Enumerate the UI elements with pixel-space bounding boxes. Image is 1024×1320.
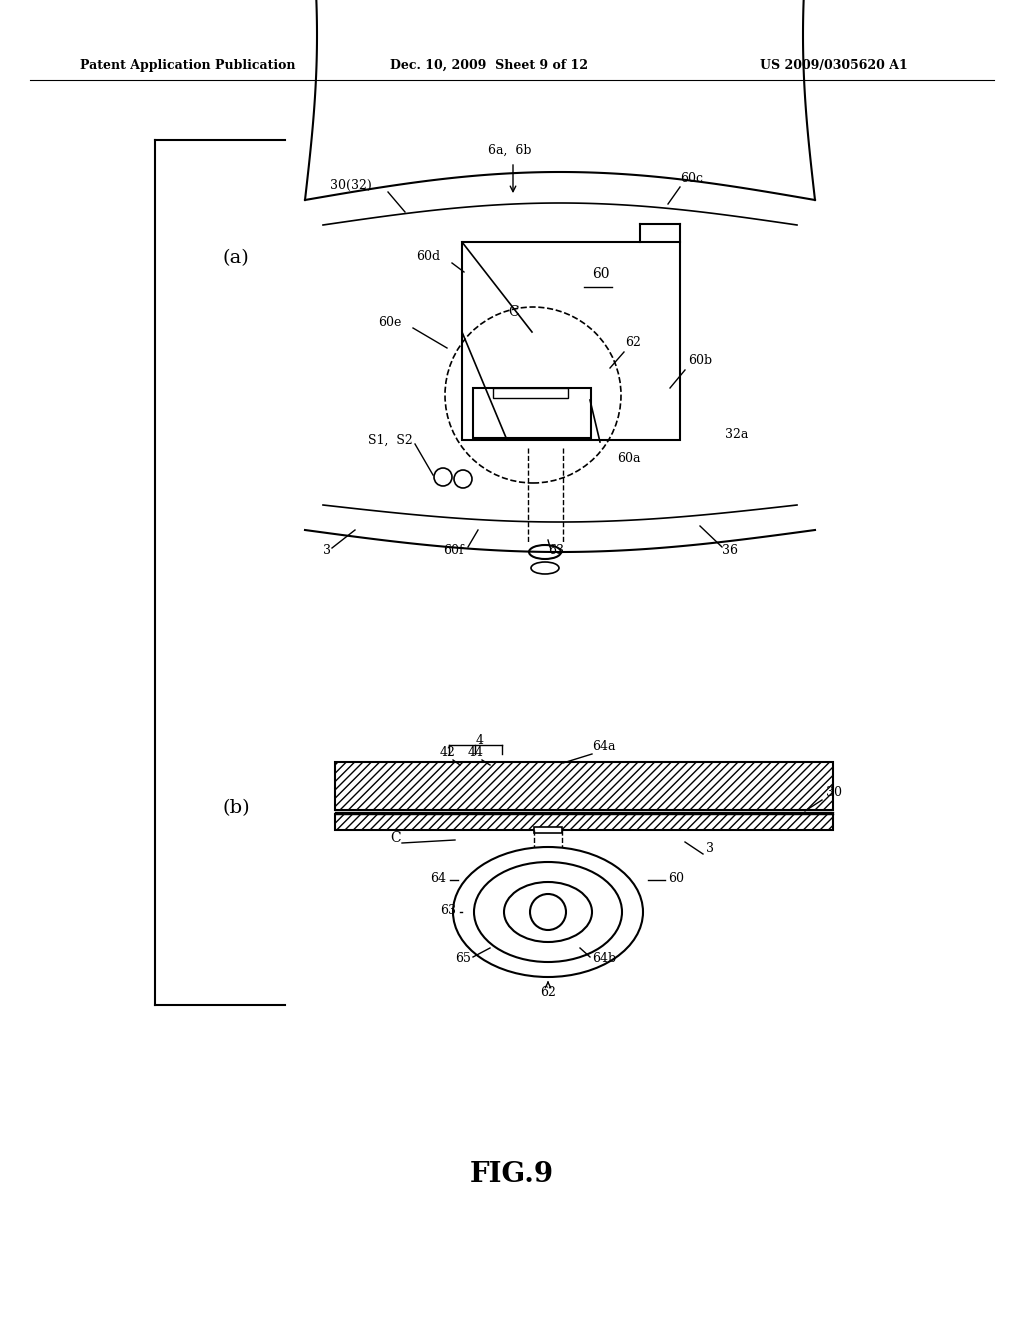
Text: 60b: 60b (688, 354, 712, 367)
Text: 60c: 60c (680, 172, 703, 185)
Text: FIG.9: FIG.9 (470, 1162, 554, 1188)
Text: 30(32): 30(32) (330, 178, 372, 191)
Text: 63: 63 (440, 903, 456, 916)
Circle shape (454, 470, 472, 488)
Circle shape (530, 894, 566, 931)
Bar (335, 762, 833, 810)
Ellipse shape (453, 847, 643, 977)
Text: 60: 60 (668, 871, 684, 884)
Text: C: C (508, 305, 518, 319)
Text: 44: 44 (468, 747, 484, 759)
Text: 60f: 60f (443, 544, 464, 557)
Text: 3: 3 (323, 544, 331, 557)
Bar (335, 814, 833, 830)
Text: 63: 63 (548, 544, 564, 557)
Text: (b): (b) (222, 799, 250, 817)
Text: Patent Application Publication: Patent Application Publication (80, 58, 296, 71)
Text: Dec. 10, 2009  Sheet 9 of 12: Dec. 10, 2009 Sheet 9 of 12 (390, 58, 588, 71)
Ellipse shape (474, 862, 622, 962)
Text: 60d: 60d (416, 249, 440, 263)
Text: 62: 62 (625, 337, 641, 350)
Text: 30: 30 (826, 787, 842, 800)
Text: 60e: 60e (378, 315, 401, 329)
Text: C: C (390, 832, 400, 845)
Bar (493, 388, 568, 399)
Text: 4: 4 (476, 734, 484, 747)
Text: 6a,  6b: 6a, 6b (488, 144, 531, 157)
Circle shape (434, 469, 452, 486)
Text: 64b: 64b (592, 952, 616, 965)
Bar (462, 242, 680, 440)
Text: 60a: 60a (617, 451, 640, 465)
Bar (473, 388, 591, 438)
Text: 65: 65 (455, 952, 471, 965)
Text: 64: 64 (430, 871, 446, 884)
Text: 60: 60 (592, 267, 609, 281)
Text: 64a: 64a (592, 739, 615, 752)
Bar (335, 762, 833, 810)
Text: (a): (a) (222, 249, 249, 267)
Text: 32a: 32a (725, 429, 749, 441)
Ellipse shape (504, 882, 592, 942)
Bar (534, 828, 562, 833)
Text: 62: 62 (540, 986, 556, 999)
Text: US 2009/0305620 A1: US 2009/0305620 A1 (760, 58, 907, 71)
Text: S1,  S2: S1, S2 (368, 433, 413, 446)
Text: 36: 36 (722, 544, 738, 557)
Text: 42: 42 (440, 747, 456, 759)
Text: 3: 3 (706, 842, 714, 854)
Bar (335, 814, 833, 830)
Ellipse shape (529, 545, 561, 558)
